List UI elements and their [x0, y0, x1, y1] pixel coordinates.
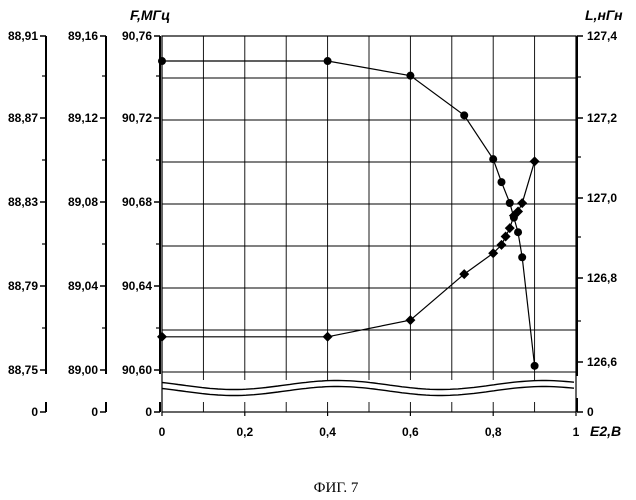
series-f-point — [324, 57, 332, 65]
series-l-point — [501, 232, 511, 242]
right-tick-label: 127,4 — [587, 29, 617, 43]
x-tick-label: 0,6 — [402, 425, 419, 439]
right-tick-label: 126,6 — [587, 355, 617, 369]
x-tick-label: 0,4 — [319, 425, 336, 439]
left-tick-label: 89,08 — [68, 195, 98, 209]
right-tick-label: 127,0 — [587, 191, 617, 205]
x-tick-label: 1 — [573, 425, 580, 439]
left-tick-label: 90,72 — [122, 111, 152, 125]
left-axis-title: F,МГц — [130, 7, 170, 23]
x-tick-label: 0,8 — [485, 425, 502, 439]
right-tick-label: 127,2 — [587, 111, 617, 125]
left-tick-label: 90,60 — [122, 363, 152, 377]
series-l-point — [530, 156, 540, 166]
series-l-point — [157, 332, 167, 342]
series-f-point — [489, 155, 497, 163]
left-zero-label: 0 — [91, 405, 98, 419]
left-zero-label: 0 — [31, 405, 38, 419]
x-axis-title: E2,B — [590, 423, 621, 439]
right-tick-label: 126,8 — [587, 271, 617, 285]
axes: 88,75 88,79 88,83 88,87 88,91 0 89,00 89,04 89,0… — [8, 7, 623, 439]
series-layer — [157, 57, 540, 370]
series-l-point — [517, 198, 527, 208]
x-tick-label: 0,2 — [236, 425, 253, 439]
series-f-line — [162, 61, 535, 366]
series-f-point — [514, 228, 522, 236]
left-tick-label: 90,68 — [122, 195, 152, 209]
series-f-point — [497, 178, 505, 186]
series-f-point — [406, 72, 414, 80]
left-tick-label: 90,64 — [122, 279, 152, 293]
left-tick-label: 88,83 — [8, 195, 38, 209]
grid — [162, 36, 576, 412]
left-tick-label: 89,00 — [68, 363, 98, 377]
figure-caption: ФИГ. 7 — [314, 480, 359, 496]
x-tick-label: 0 — [159, 425, 166, 439]
left-zero-label: 0 — [145, 405, 152, 419]
axis-break-wave — [162, 380, 575, 402]
series-l-point — [323, 332, 333, 342]
left-tick-label: 88,87 — [8, 111, 38, 125]
series-f-point — [460, 111, 468, 119]
left-tick-label: 88,75 — [8, 363, 38, 377]
right-axis-title: L,нГн — [585, 7, 623, 23]
left-tick-label: 88,79 — [8, 279, 38, 293]
left-tick-label: 88,91 — [8, 29, 38, 43]
break-mask — [163, 380, 575, 402]
series-f-point — [531, 362, 539, 370]
series-f-point — [506, 199, 514, 207]
left-tick-label: 89,04 — [68, 279, 98, 293]
right-zero-label: 0 — [587, 405, 594, 419]
series-f-point — [518, 253, 526, 261]
left-tick-label: 89,12 — [68, 111, 98, 125]
series-l-line — [162, 161, 535, 336]
series-f-point — [158, 57, 166, 65]
series-l-point — [505, 223, 515, 233]
left-tick-label: 90,76 — [122, 29, 152, 43]
left-tick-label: 89,16 — [68, 29, 98, 43]
